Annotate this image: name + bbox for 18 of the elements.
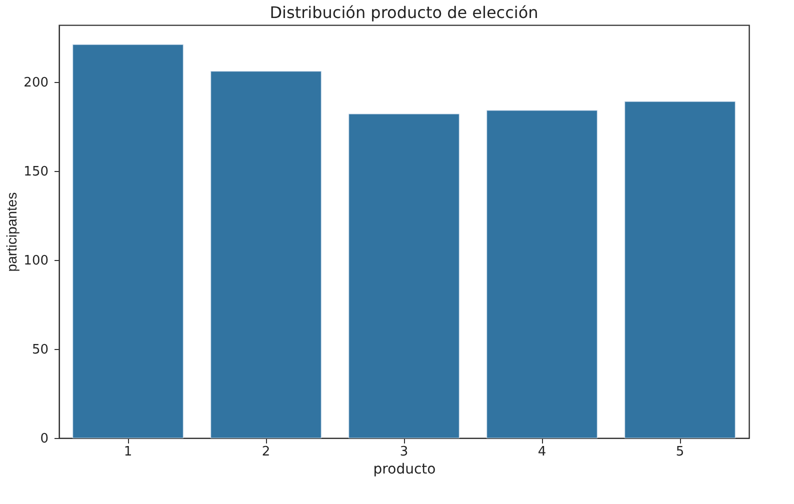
y-axis-title: participantes bbox=[4, 192, 20, 272]
bar bbox=[210, 70, 322, 438]
y-tick-label: 50 bbox=[32, 342, 48, 358]
bar bbox=[624, 101, 736, 438]
x-tick-label: 2 bbox=[262, 444, 270, 460]
y-tick-label: 150 bbox=[24, 164, 48, 180]
bar bbox=[486, 110, 598, 438]
x-tick-label: 1 bbox=[124, 444, 132, 460]
y-tick-label: 200 bbox=[24, 75, 48, 90]
x-tick-label: 5 bbox=[676, 444, 684, 460]
x-tick-label: 3 bbox=[400, 444, 408, 460]
y-tick-label: 100 bbox=[24, 253, 48, 268]
bar bbox=[348, 114, 460, 438]
chart-title: Distribución producto de elección bbox=[270, 3, 538, 22]
x-axis-title: producto bbox=[373, 462, 436, 478]
x-tick-label: 4 bbox=[538, 444, 546, 460]
bar bbox=[72, 44, 184, 438]
y-tick-label: 0 bbox=[40, 432, 48, 446]
